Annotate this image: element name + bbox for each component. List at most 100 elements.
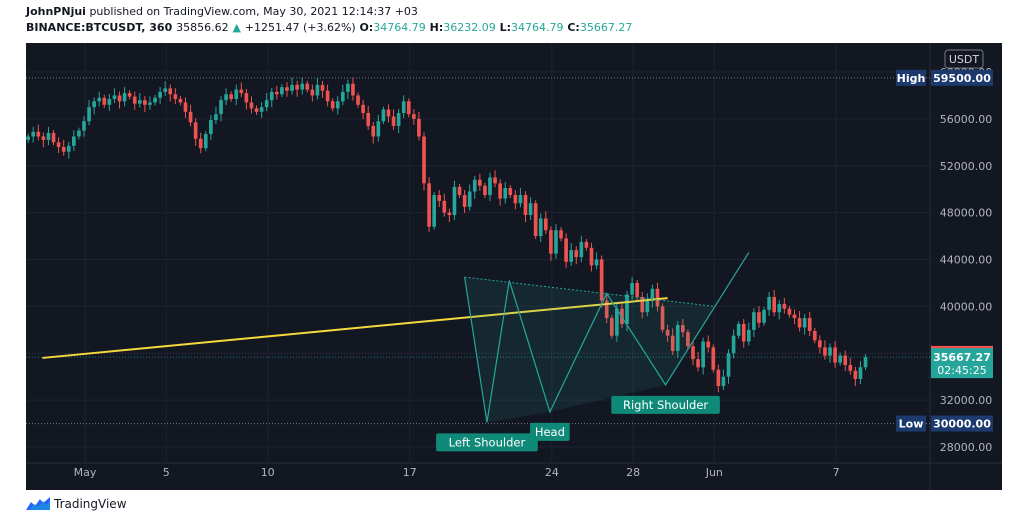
candle-body bbox=[381, 109, 386, 122]
last-price-tag-value: 35667.27 bbox=[933, 351, 991, 364]
currency-badge[interactable]: USDT bbox=[944, 49, 984, 69]
candle-body bbox=[665, 329, 670, 336]
candle-body bbox=[117, 95, 122, 102]
candle-body bbox=[812, 330, 817, 341]
price-tick-label: 52000.00 bbox=[940, 160, 993, 173]
candle-body bbox=[224, 94, 228, 101]
annotation-box[interactable] bbox=[436, 433, 538, 452]
candle-body bbox=[797, 318, 802, 328]
neckline[interactable] bbox=[464, 276, 715, 307]
candle-body bbox=[346, 83, 350, 92]
time-tick-label: 24 bbox=[545, 466, 559, 479]
symbol-label[interactable]: BINANCE:BTCUSDT, 360 bbox=[26, 21, 173, 34]
candle-body bbox=[452, 186, 457, 215]
tradingview-brand[interactable]: TradingView bbox=[26, 497, 127, 511]
candle-body bbox=[686, 332, 690, 347]
candle-body bbox=[386, 109, 391, 117]
countdown-label: 02:45:25 bbox=[937, 364, 986, 377]
candle-body bbox=[427, 183, 431, 227]
candle-body bbox=[41, 136, 46, 140]
trendline-layer[interactable] bbox=[42, 297, 668, 359]
candle-body bbox=[863, 357, 868, 368]
candle-body bbox=[193, 122, 198, 139]
candle-body bbox=[508, 188, 513, 196]
annotation-label[interactable]: Left Shoulder bbox=[449, 435, 526, 449]
publisher-name[interactable]: JohnPNjui bbox=[26, 5, 86, 18]
candle-body bbox=[543, 218, 548, 231]
candle-body bbox=[214, 114, 218, 121]
up-arrow-icon: ▲ bbox=[232, 21, 241, 34]
low-label-box bbox=[896, 415, 926, 432]
candle-body bbox=[579, 241, 584, 258]
candle-body bbox=[72, 136, 76, 146]
header-line-2: BINANCE:BTCUSDT, 360 35856.62 ▲ +1251.47… bbox=[26, 20, 632, 36]
candle-body bbox=[153, 97, 157, 103]
candle-body bbox=[538, 218, 543, 237]
candle-body bbox=[259, 107, 264, 112]
candle-body bbox=[828, 347, 832, 356]
annotation-label[interactable]: Right Shoulder bbox=[623, 398, 708, 412]
candle-body bbox=[66, 145, 71, 152]
pattern-zigzag[interactable] bbox=[464, 252, 750, 423]
candle-body bbox=[391, 116, 396, 126]
candle-body bbox=[432, 195, 436, 227]
annotation-box[interactable] bbox=[611, 395, 720, 414]
time-tick-label: Jun bbox=[705, 466, 723, 479]
candle-body bbox=[681, 325, 685, 333]
candle-body bbox=[559, 230, 563, 239]
annotation-label[interactable]: Head bbox=[535, 425, 565, 439]
candle-body bbox=[112, 95, 117, 99]
candle-body bbox=[818, 340, 822, 348]
candle-body bbox=[498, 183, 502, 199]
annotation-box[interactable] bbox=[530, 422, 570, 441]
annotation-labels[interactable]: Left Shoulder Head Right Shoulder bbox=[436, 395, 720, 452]
candle-body bbox=[609, 318, 614, 336]
candle-body bbox=[97, 97, 102, 102]
candle-body bbox=[285, 87, 289, 91]
candle-body bbox=[234, 89, 239, 99]
pattern-drawing[interactable] bbox=[464, 252, 750, 423]
candle-body bbox=[533, 203, 538, 237]
high-value: 36232.09 bbox=[443, 21, 496, 34]
candle-body bbox=[437, 195, 442, 201]
price-tick-label: 44000.00 bbox=[940, 254, 993, 267]
candle-body bbox=[173, 94, 178, 99]
candle-body bbox=[396, 113, 401, 126]
price-tick-label: 28000.00 bbox=[940, 441, 993, 454]
price-chart[interactable]: 28000.00 32000.00 40000.00 44000.00 48000.00… bbox=[0, 43, 1012, 490]
candle-body bbox=[513, 195, 518, 204]
candle-body bbox=[209, 120, 213, 135]
candle-body bbox=[102, 97, 107, 105]
candle-body bbox=[787, 308, 792, 315]
candle-body bbox=[564, 238, 568, 262]
candle-body bbox=[422, 136, 426, 184]
candle-body bbox=[549, 230, 553, 254]
candle-body bbox=[752, 312, 756, 330]
low-label: L: bbox=[499, 21, 512, 34]
candle-body bbox=[807, 318, 812, 331]
trendline[interactable] bbox=[42, 297, 668, 359]
high-value: 59500.00 bbox=[933, 72, 991, 85]
candle-body bbox=[295, 84, 299, 90]
candle-body bbox=[82, 121, 86, 131]
published-text: published on TradingView.com, May 30, 20… bbox=[89, 5, 418, 18]
low-value: 34764.79 bbox=[511, 21, 564, 34]
candle-body bbox=[137, 100, 142, 104]
last-price-tag-box bbox=[931, 348, 993, 379]
candle-body bbox=[772, 297, 777, 313]
candle-body bbox=[305, 83, 310, 90]
time-tick-label: May bbox=[74, 466, 97, 479]
candle-body bbox=[351, 83, 355, 96]
candle-body bbox=[143, 100, 147, 105]
candle-body bbox=[660, 306, 665, 330]
candle-body bbox=[371, 125, 376, 137]
candle-body bbox=[239, 89, 244, 94]
candle-body bbox=[406, 101, 411, 115]
candle-body bbox=[488, 177, 492, 196]
candle-body bbox=[640, 297, 645, 313]
time-axis: May 5 10 17 24 28 Jun 7 bbox=[26, 462, 1002, 479]
candle-body bbox=[777, 304, 782, 313]
candle-body bbox=[741, 323, 746, 342]
candle-body bbox=[838, 355, 842, 363]
candle-body bbox=[625, 294, 629, 324]
